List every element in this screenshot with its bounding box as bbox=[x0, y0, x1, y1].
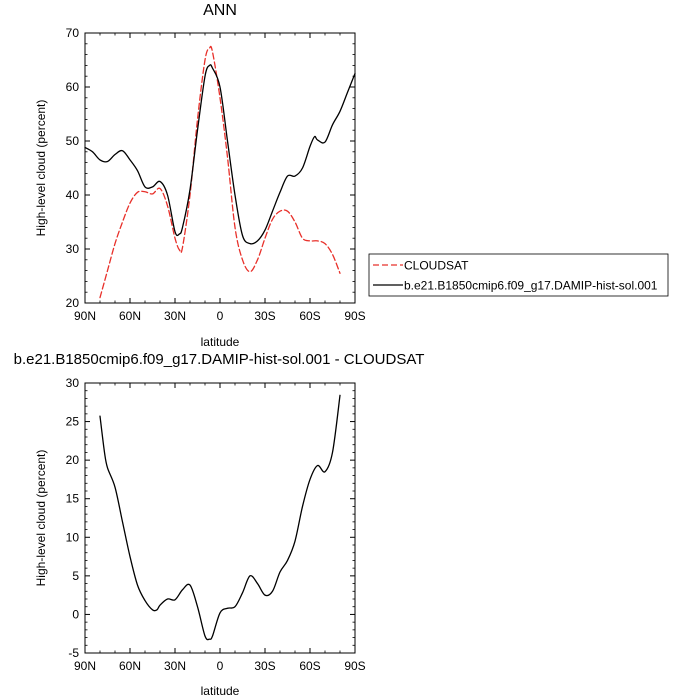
top-chart-x-tick-label: 30N bbox=[164, 309, 186, 323]
bottom-chart-y-tick-label: 20 bbox=[66, 453, 80, 467]
bottom-chart-y-tick-label: 25 bbox=[66, 415, 80, 429]
bottom-chart-x-tick-label: 30N bbox=[164, 659, 186, 673]
top-chart-x-tick-label: 90N bbox=[74, 309, 96, 323]
bottom-chart-x-axis-label: latitude bbox=[201, 684, 240, 698]
bottom-chart-y-tick-label: 15 bbox=[66, 492, 80, 506]
top-chart-y-axis-label: High-level cloud (percent) bbox=[34, 100, 48, 237]
top-chart-x-tick-label: 90S bbox=[344, 309, 365, 323]
bottom-chart-x-tick-label: 0 bbox=[217, 659, 224, 673]
top-chart-plot-frame bbox=[84, 32, 356, 304]
top-chart-y-tick-label: 60 bbox=[66, 80, 80, 94]
bottom-chart-x-tick-label: 60N bbox=[119, 659, 141, 673]
top-chart-series-cloudsat-line bbox=[99, 45, 341, 299]
top-chart-y-tick-label: 30 bbox=[66, 242, 80, 256]
top-chart-x-tick-label: 30S bbox=[254, 309, 275, 323]
top-chart-x-tick-label: 60S bbox=[299, 309, 320, 323]
legend-cloudsat-label: CLOUDSAT bbox=[404, 259, 469, 273]
top-chart-y-tick-label: 40 bbox=[66, 188, 80, 202]
bottom-chart-x-tick-label: 90S bbox=[344, 659, 365, 673]
bottom-chart-y-tick-label: 5 bbox=[72, 569, 79, 583]
top-chart: ANN High-level cloud (percent) latitude … bbox=[34, 2, 366, 349]
bottom-chart-x-tick-label: 60S bbox=[299, 659, 320, 673]
bottom-chart-y-tick-label: 0 bbox=[72, 607, 79, 621]
top-chart-x-axis-label: latitude bbox=[201, 335, 240, 349]
bottom-chart-y-axis-label: High-level cloud (percent) bbox=[34, 450, 48, 587]
top-chart-series-model-line bbox=[84, 64, 356, 245]
top-chart-y-tick-label: 20 bbox=[66, 296, 80, 310]
top-chart-y-tick-label: 50 bbox=[66, 134, 80, 148]
bottom-chart-title: b.e21.B1850cmip6.f09_g17.DAMIP-hist-sol.… bbox=[14, 351, 425, 368]
legend-box bbox=[368, 253, 669, 297]
legend: CLOUDSAT b.e21.B1850cmip6.f09_g17.DAMIP-… bbox=[368, 253, 669, 297]
bottom-chart-x-tick-label: 30S bbox=[254, 659, 275, 673]
bottom-chart-series-difference-line bbox=[99, 394, 341, 641]
top-chart-x-tick-label: 0 bbox=[217, 309, 224, 323]
bottom-chart-y-tick-label: 10 bbox=[66, 530, 80, 544]
top-chart-title: ANN bbox=[203, 2, 237, 19]
bottom-chart-x-tick-label: 90N bbox=[74, 659, 96, 673]
top-chart-x-tick-label: 60N bbox=[119, 309, 141, 323]
bottom-chart: b.e21.B1850cmip6.f09_g17.DAMIP-hist-sol.… bbox=[14, 351, 425, 698]
bottom-chart-plot-frame bbox=[84, 382, 356, 654]
legend-model-label: b.e21.B1850cmip6.f09_g17.DAMIP-hist-sol.… bbox=[404, 279, 658, 293]
bottom-chart-y-tick-label: -5 bbox=[68, 646, 79, 660]
bottom-chart-y-tick-label: 30 bbox=[66, 376, 80, 390]
top-chart-y-tick-label: 70 bbox=[66, 26, 80, 40]
